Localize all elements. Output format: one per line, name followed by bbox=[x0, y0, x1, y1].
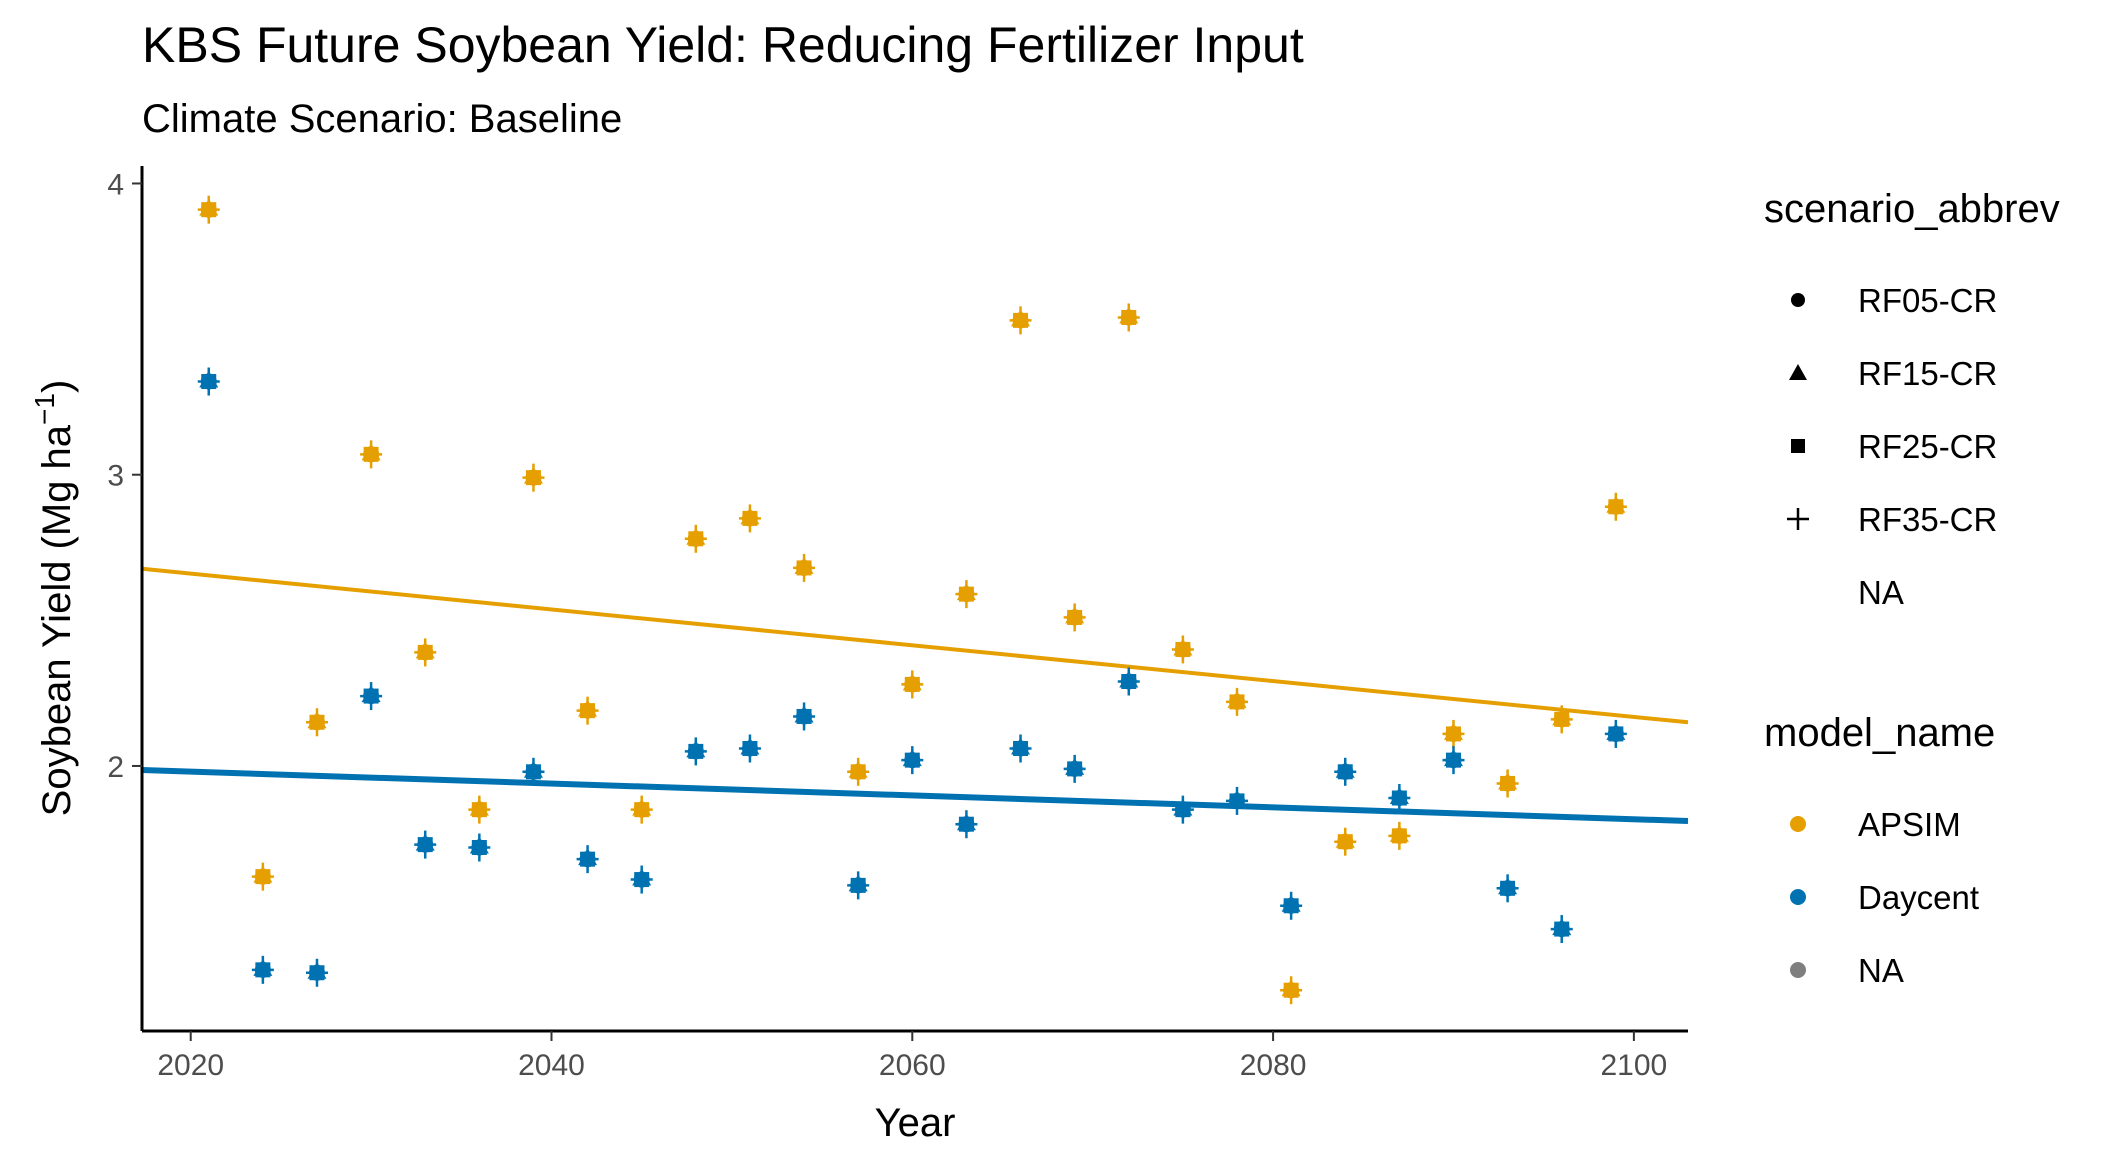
data-point-daycent bbox=[1063, 754, 1086, 783]
plot-area bbox=[141, 195, 1689, 1005]
y-axis: 2 3 4 bbox=[107, 166, 144, 1031]
data-point-apsim bbox=[1117, 303, 1140, 332]
y-tick-label: 2 bbox=[107, 751, 124, 784]
data-point-apsim bbox=[414, 638, 437, 667]
data-point-daycent bbox=[1280, 891, 1303, 920]
data-point-apsim bbox=[305, 708, 328, 737]
data-point-daycent bbox=[1604, 719, 1627, 748]
data-point-apsim bbox=[1388, 821, 1411, 850]
trend-lines bbox=[141, 566, 1689, 825]
data-point-daycent bbox=[1496, 874, 1519, 903]
y-tick-label: 4 bbox=[107, 168, 124, 201]
data-point-apsim bbox=[684, 524, 707, 553]
data-point-daycent bbox=[1334, 757, 1357, 786]
data-point-apsim bbox=[1550, 705, 1573, 734]
y-tick-label: 3 bbox=[107, 460, 124, 493]
x-axis: 2020 2040 2060 2080 2100 bbox=[142, 1029, 1688, 1082]
data-point-apsim bbox=[251, 862, 274, 891]
legend-model-name: model_name APSIM Daycent NA bbox=[1764, 711, 1995, 989]
data-point-apsim bbox=[360, 440, 383, 469]
chart-subtitle: Climate Scenario: Baseline bbox=[142, 97, 622, 141]
data-point-daycent bbox=[901, 746, 924, 775]
x-tick-label: 2020 bbox=[157, 1049, 224, 1082]
data-point-daycent bbox=[1550, 915, 1573, 944]
data-point-apsim bbox=[738, 504, 761, 533]
legend-key bbox=[1787, 508, 1809, 530]
legend-item-label: NA bbox=[1858, 952, 1904, 989]
data-point-daycent bbox=[522, 757, 545, 786]
data-point-daycent bbox=[360, 682, 383, 711]
legend-key bbox=[1790, 889, 1806, 905]
data-point-daycent bbox=[630, 865, 653, 894]
legend-item-label: RF15-CR bbox=[1858, 355, 1997, 392]
data-point-apsim bbox=[630, 795, 653, 824]
data-point-apsim bbox=[1604, 492, 1627, 521]
y-axis-title: Soybean Yield (Mg ha−1) bbox=[29, 380, 79, 817]
legend: scenario_abbrev RF05-CR RF15-CR RF25-CR RF35… bbox=[1764, 187, 2060, 989]
data-point-apsim bbox=[1442, 719, 1465, 748]
data-point-daycent bbox=[847, 871, 870, 900]
legend-item-label: APSIM bbox=[1858, 806, 1961, 843]
data-point-daycent bbox=[1117, 667, 1140, 696]
data-point-apsim bbox=[1063, 603, 1086, 632]
trend-line-apsim bbox=[141, 566, 1689, 725]
data-point-apsim bbox=[847, 757, 870, 786]
data-point-daycent bbox=[684, 737, 707, 766]
data-point-apsim bbox=[1334, 827, 1357, 856]
data-point-daycent bbox=[414, 830, 437, 859]
x-tick-label: 2040 bbox=[518, 1049, 585, 1082]
legend-item-label: RF35-CR bbox=[1858, 501, 1997, 538]
data-point-apsim bbox=[522, 463, 545, 492]
legend-scenario-abbrev: scenario_abbrev RF05-CR RF15-CR RF25-CR RF35… bbox=[1764, 187, 2060, 611]
x-tick-label: 2060 bbox=[879, 1049, 946, 1082]
x-axis-title: Year bbox=[875, 1101, 956, 1145]
data-point-daycent bbox=[1009, 734, 1032, 763]
legend-title: scenario_abbrev bbox=[1764, 187, 2060, 231]
trend-line-daycent bbox=[141, 767, 1689, 825]
data-point-apsim bbox=[1171, 635, 1194, 664]
data-point-apsim bbox=[1009, 306, 1032, 335]
data-point-daycent bbox=[955, 810, 978, 839]
legend-key bbox=[1790, 816, 1806, 832]
x-tick-label: 2100 bbox=[1601, 1049, 1668, 1082]
x-tick-label: 2080 bbox=[1240, 1049, 1307, 1082]
data-point-apsim bbox=[793, 553, 816, 582]
legend-key bbox=[1790, 962, 1806, 978]
data-point-daycent bbox=[576, 845, 599, 874]
data-point-daycent bbox=[1388, 784, 1411, 813]
data-point-apsim bbox=[576, 696, 599, 725]
data-point-daycent bbox=[197, 367, 220, 396]
legend-item-label: RF25-CR bbox=[1858, 428, 1997, 465]
data-point-daycent bbox=[1171, 795, 1194, 824]
data-point-apsim bbox=[901, 670, 924, 699]
data-point-apsim bbox=[197, 195, 220, 224]
data-point-apsim bbox=[1280, 976, 1303, 1005]
data-point-daycent bbox=[738, 734, 761, 763]
legend-item-label: NA bbox=[1858, 574, 1904, 611]
legend-title: model_name bbox=[1764, 711, 1995, 755]
data-point-apsim bbox=[468, 795, 491, 824]
data-point-apsim bbox=[1496, 769, 1519, 798]
data-point-apsim bbox=[1226, 687, 1249, 716]
data-point-daycent bbox=[1226, 786, 1249, 815]
data-point-daycent bbox=[793, 702, 816, 731]
legend-key bbox=[1789, 364, 1807, 380]
legend-key bbox=[1791, 293, 1805, 307]
data-points bbox=[197, 195, 1627, 1005]
data-point-apsim bbox=[955, 580, 978, 609]
data-point-daycent bbox=[251, 955, 274, 984]
legend-item-label: RF05-CR bbox=[1858, 282, 1997, 319]
data-point-daycent bbox=[1442, 746, 1465, 775]
data-point-daycent bbox=[305, 958, 328, 987]
legend-item-label: Daycent bbox=[1858, 879, 1979, 916]
chart-title: KBS Future Soybean Yield: Reducing Ferti… bbox=[142, 17, 1304, 73]
data-point-daycent bbox=[468, 833, 491, 862]
legend-key bbox=[1791, 439, 1805, 453]
